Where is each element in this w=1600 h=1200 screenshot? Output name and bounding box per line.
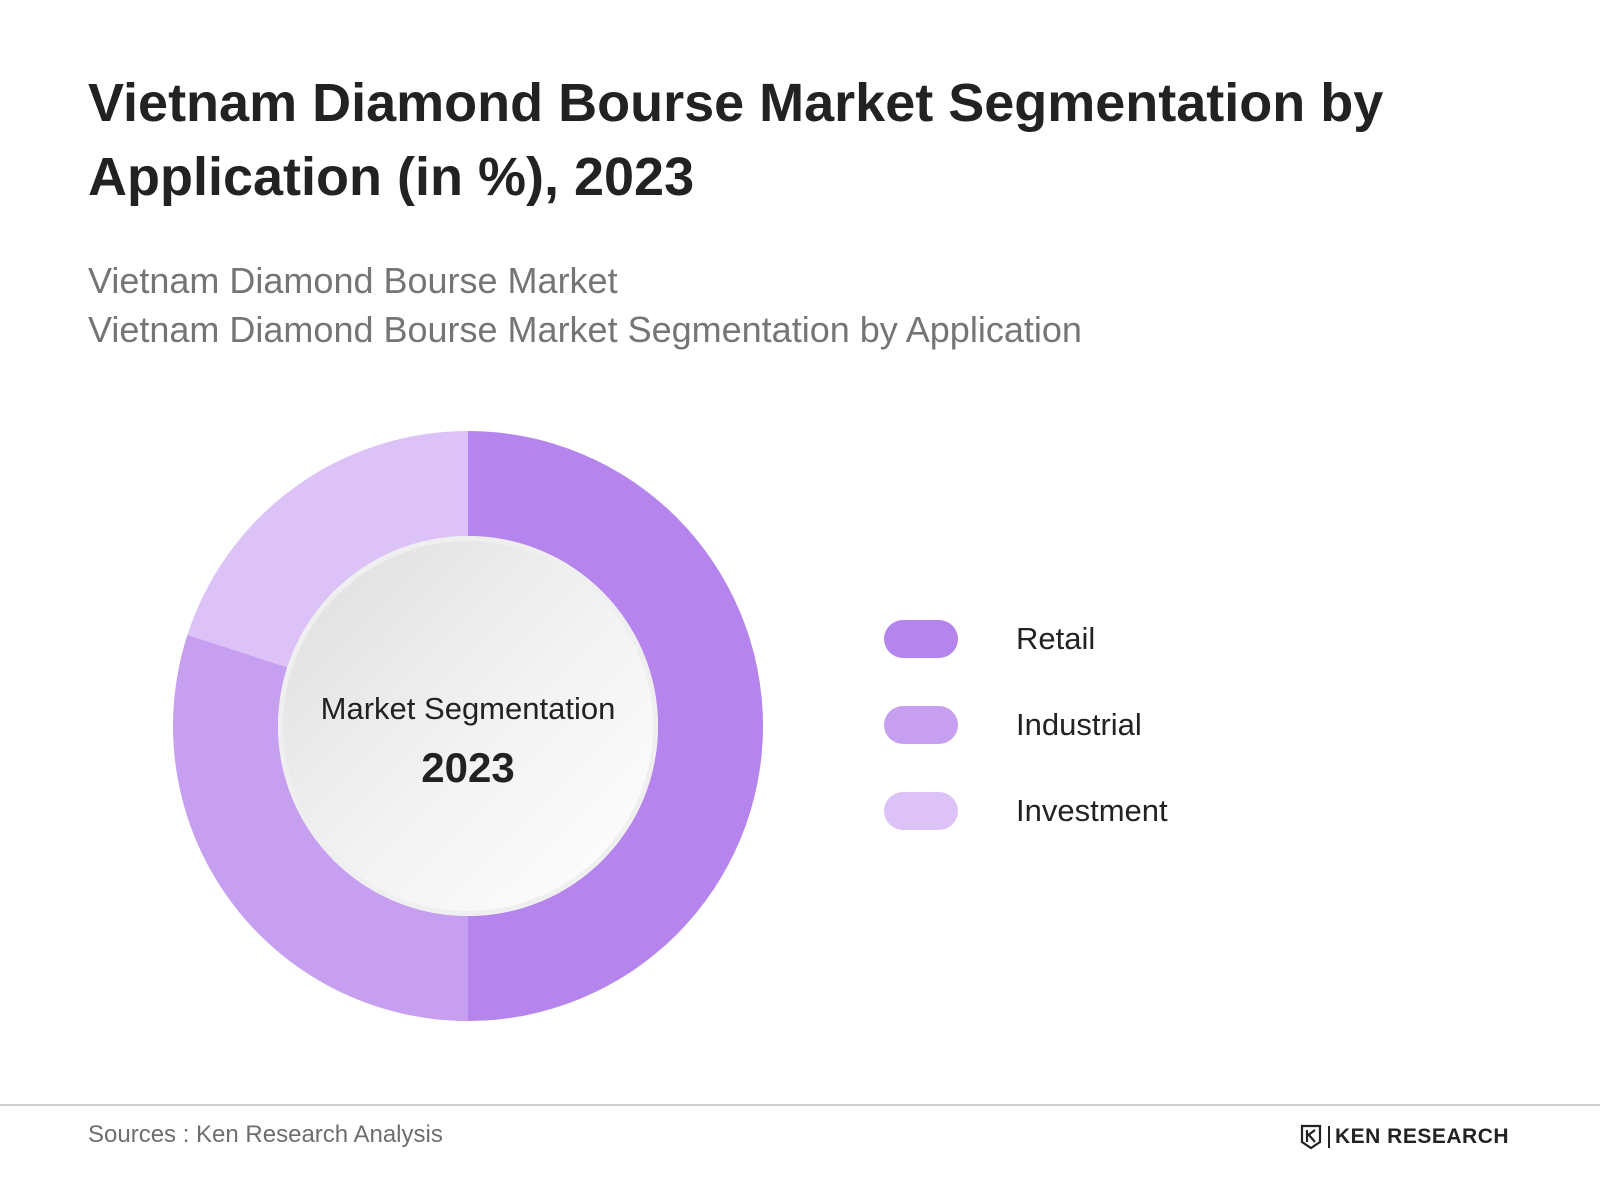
donut-chart: Market Segmentation 2023 [172,431,763,1021]
chart-legend: Retail Industrial Investment [884,596,1168,854]
brand-logo: KEN RESEARCH [1300,1124,1509,1150]
legend-swatch-investment [884,792,958,830]
donut-slice-retail [468,431,763,1021]
legend-item-investment: Investment [884,768,1168,854]
legend-item-retail: Retail [884,596,1168,682]
donut-slice-investment [187,431,468,668]
footer-divider [0,1104,1600,1106]
legend-label-investment: Investment [1016,793,1168,828]
chart-subtitle: Vietnam Diamond Bourse Market Vietnam Di… [88,256,1388,354]
donut-slices [172,431,763,1021]
legend-label-retail: Retail [1016,621,1096,656]
donut-center-disc [283,541,653,911]
ken-research-logo-icon [1300,1124,1322,1150]
subtitle-line-1: Vietnam Diamond Bourse Market [88,260,618,301]
brand-name: KEN RESEARCH [1328,1126,1509,1148]
donut-slice-industrial [172,634,468,1021]
legend-swatch-industrial [884,706,958,744]
legend-swatch-retail [884,620,958,658]
center-label-line2: 2023 [421,744,514,791]
sources-note: Sources : Ken Research Analysis [88,1121,443,1148]
subtitle-line-2: Vietnam Diamond Bourse Market Segmentati… [88,309,1082,350]
center-label-line1: Market Segmentation [321,691,616,726]
legend-label-industrial: Industrial [1016,707,1142,742]
legend-item-industrial: Industrial [884,682,1168,768]
chart-title: Vietnam Diamond Bourse Market Segmentati… [88,73,1384,207]
